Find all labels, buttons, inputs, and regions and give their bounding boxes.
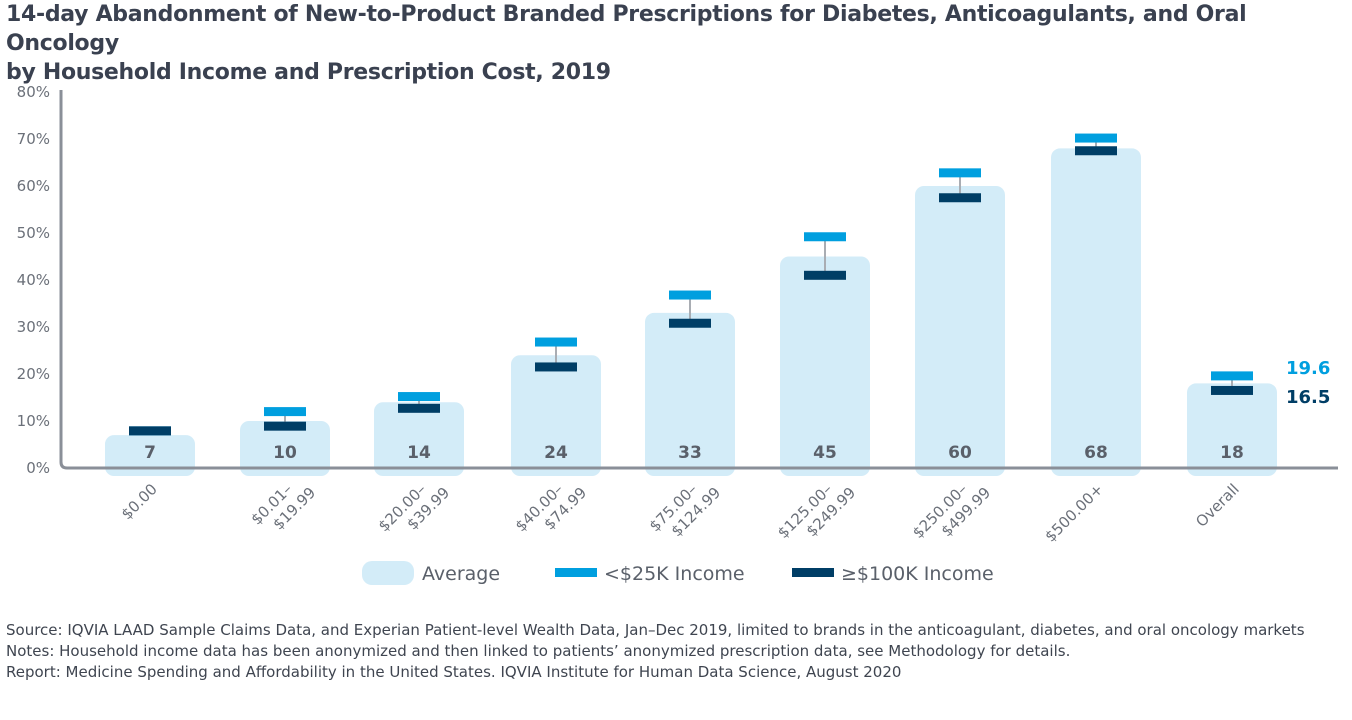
legend-label-low-income: <$25K Income bbox=[604, 563, 745, 585]
legend-label-high-income: ≥$100K Income bbox=[841, 563, 994, 585]
low-income-marker bbox=[264, 407, 306, 417]
legend-swatch-low-income bbox=[555, 568, 597, 577]
high-income-marker bbox=[129, 426, 171, 436]
average-value-label: 10 bbox=[273, 443, 297, 463]
high-income-marker bbox=[1075, 146, 1117, 156]
high-income-marker bbox=[939, 193, 981, 203]
chart-title-line-1: 14-day Abandonment of New-to-Product Bra… bbox=[6, 2, 1247, 56]
low-income-marker bbox=[804, 232, 846, 242]
average-value-label: 7 bbox=[144, 443, 156, 463]
low-income-marker bbox=[1211, 371, 1253, 381]
average-bar bbox=[780, 256, 870, 476]
y-tick-label: 60% bbox=[17, 177, 50, 195]
y-tick-label: 10% bbox=[17, 412, 50, 430]
low-income-end-label: 19.6 bbox=[1286, 358, 1330, 379]
x-tick-label: $250.00–$499.99 bbox=[909, 470, 994, 555]
y-tick-label: 80% bbox=[17, 83, 50, 101]
average-value-label: 18 bbox=[1220, 443, 1244, 463]
high-income-end-label: 16.5 bbox=[1286, 387, 1330, 408]
average-bar bbox=[374, 402, 464, 476]
average-bar bbox=[240, 421, 330, 476]
high-income-marker bbox=[1211, 385, 1253, 395]
average-value-label: 45 bbox=[813, 443, 837, 463]
chart-title-line-2: by Household Income and Prescription Cos… bbox=[6, 60, 611, 85]
report-note: Report: Medicine Spending and Affordabil… bbox=[6, 663, 902, 681]
high-income-marker bbox=[535, 362, 577, 372]
average-value-label: 24 bbox=[544, 443, 568, 463]
chart-area: 0% 10% 20% 30% 40% 50% 60% 70% 80% 7 $0.00 10 $0.01–… bbox=[17, 83, 1338, 585]
low-income-marker bbox=[535, 337, 577, 347]
axes bbox=[59, 90, 1338, 470]
methodology-note: Notes: Household income data has been an… bbox=[6, 642, 1071, 660]
average-value-label: 68 bbox=[1084, 443, 1108, 463]
average-bar bbox=[1051, 148, 1141, 476]
low-income-marker bbox=[398, 392, 440, 402]
y-tick-label: 70% bbox=[17, 130, 50, 148]
average-bar bbox=[1187, 383, 1277, 476]
legend-swatch-average bbox=[362, 561, 414, 585]
legend-swatch-high-income bbox=[792, 568, 834, 577]
average-bar bbox=[105, 435, 195, 476]
y-tick-label: 0% bbox=[26, 459, 50, 477]
x-tick-label: $0.00 bbox=[118, 480, 161, 523]
average-bar bbox=[645, 312, 735, 476]
y-tick-label: 40% bbox=[17, 271, 50, 289]
x-tick-label: $40.00–$74.99 bbox=[512, 470, 590, 548]
average-bar bbox=[915, 186, 1005, 476]
high-income-marker bbox=[669, 318, 711, 328]
average-value-label: 14 bbox=[407, 443, 431, 463]
x-tick-label: $75.00–$124.99 bbox=[646, 470, 724, 548]
high-income-marker bbox=[264, 421, 306, 431]
low-income-marker bbox=[939, 168, 981, 178]
chart-title: 14-day Abandonment of New-to-Product Bra… bbox=[6, 0, 1346, 87]
average-value-label: 33 bbox=[678, 443, 702, 463]
high-income-marker bbox=[804, 270, 846, 280]
low-income-marker bbox=[669, 290, 711, 300]
source-note: Source: IQVIA LAAD Sample Claims Data, a… bbox=[6, 621, 1305, 639]
average-value-label: 60 bbox=[948, 443, 972, 463]
x-tick-label: $0.01–$19.99 bbox=[247, 470, 319, 542]
x-tick-label: $500.00+ bbox=[1041, 480, 1106, 545]
legend-label-average: Average bbox=[422, 563, 500, 585]
x-tick-label: $20.00–$39.99 bbox=[375, 470, 453, 548]
average-bar bbox=[511, 355, 601, 476]
x-tick-label: Overall bbox=[1192, 480, 1243, 531]
footnotes: Source: IQVIA LAAD Sample Claims Data, a… bbox=[6, 620, 1326, 683]
x-tick-label: $125.00–$249.99 bbox=[774, 470, 859, 555]
y-tick-label: 30% bbox=[17, 318, 50, 336]
y-tick-label: 20% bbox=[17, 365, 50, 383]
high-income-marker bbox=[398, 403, 440, 413]
y-tick-label: 50% bbox=[17, 224, 50, 242]
low-income-marker bbox=[1075, 133, 1117, 143]
